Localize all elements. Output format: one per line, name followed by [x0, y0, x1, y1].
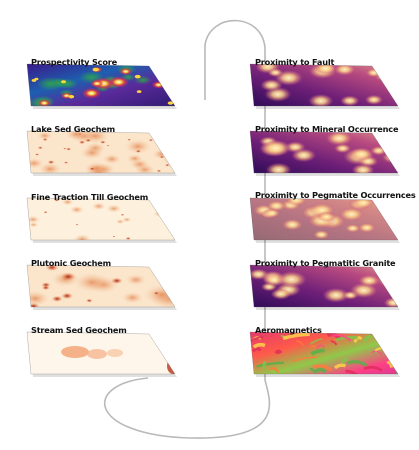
map-layer-right-2 — [249, 197, 400, 243]
layer-label-proximity-to-mineral-occurrence: Proximity to Mineral Occurrence — [255, 124, 399, 134]
map-layer-left-3 — [26, 264, 177, 310]
layer-label-proximity-to-pegmatite-occurrences: Proximity to Pegmatite Occurrences — [255, 190, 416, 200]
map-layer-left-0 — [26, 63, 177, 109]
map-layer-right-1 — [249, 130, 400, 176]
layer-label-stream-sed-geochem: Stream Sed Geochem — [31, 325, 127, 335]
layer-label-fine-traction-till-geochem: Fine Traction Till Geochem — [31, 192, 149, 202]
layer-label-proximity-to-fault: Proximity to Fault — [255, 57, 335, 67]
map-layer-right-3 — [249, 264, 400, 310]
layer-label-lake-sed-geochem: Lake Sed Geochem — [31, 124, 115, 134]
map-layer-left-4 — [26, 331, 177, 377]
map-layer-right-4 — [249, 331, 400, 377]
map-layer-right-0 — [249, 63, 400, 109]
layer-label-aeromagnetics: Aeromagnetics — [255, 325, 322, 335]
layer-label-plutonic-geochem: Plutonic Geochem — [31, 258, 111, 268]
layer-label-proximity-to-pegmatitic-granite: Proximity to Pegmatitic Granite — [255, 258, 396, 268]
map-layer-left-1 — [26, 130, 177, 176]
connector-line — [104, 19, 271, 439]
map-layer-left-2 — [26, 197, 177, 243]
layer-label-prospectivity-score: Prospectivity Score — [31, 57, 117, 67]
